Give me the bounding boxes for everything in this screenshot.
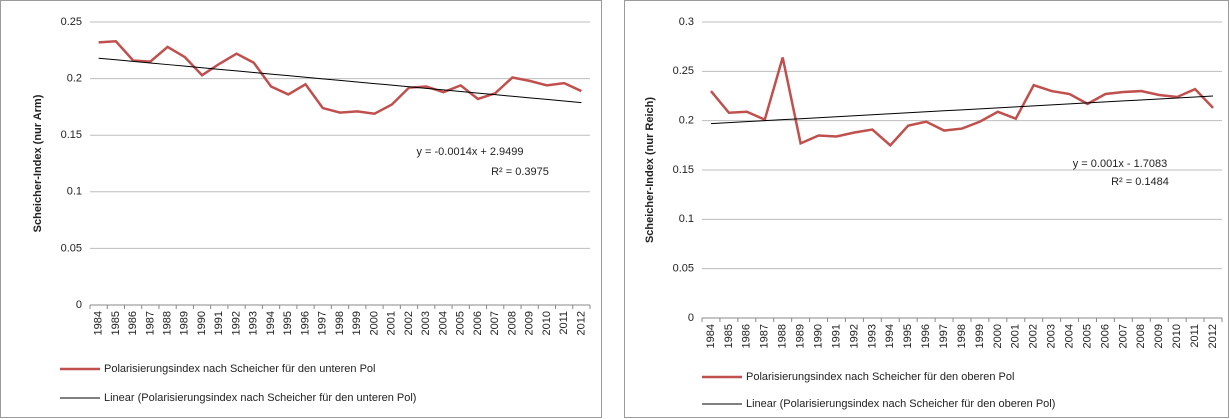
x-tick-label: 1988 [777, 324, 789, 348]
x-tick-label: 1999 [351, 311, 363, 335]
x-tick-label: 2000 [992, 324, 1004, 348]
x-tick-label: 1987 [759, 324, 771, 348]
x-tick-label: 2002 [403, 311, 415, 335]
x-tick-label: 2011 [558, 311, 570, 335]
y-tick-label: 0.05 [673, 263, 694, 275]
x-tick-label: 1988 [161, 311, 173, 335]
left-panel [0, 0, 602, 418]
y-tick-label: 0.1 [67, 186, 82, 198]
x-tick-label: 1985 [723, 324, 735, 348]
x-tick-label: 2008 [506, 311, 518, 335]
x-tick-label: 1990 [196, 311, 208, 335]
trend-annotation: R² = 0.3975 [491, 166, 549, 178]
y-tick-label: 0.25 [673, 65, 694, 77]
x-tick-label: 2001 [1010, 324, 1022, 348]
x-tick-label: 1984 [705, 324, 717, 348]
x-tick-label: 1985 [110, 311, 122, 335]
y-tick-label: 0.2 [679, 115, 694, 127]
data-line [710, 57, 1214, 148]
x-tick-label: 2010 [541, 311, 553, 335]
x-tick-label: 2010 [1171, 324, 1183, 348]
x-tick-label: 2007 [489, 311, 501, 335]
x-tick-label: 1996 [920, 324, 932, 348]
x-tick-label: 2005 [455, 311, 467, 335]
x-tick-label: 2002 [1028, 324, 1040, 348]
y-tick-label: 0.2 [67, 73, 82, 85]
x-tick-label: 2004 [437, 311, 449, 335]
x-tick-label: 1989 [179, 311, 191, 335]
x-tick-label: 2003 [420, 311, 432, 335]
trend-line [710, 95, 1214, 125]
y-tick-label: 0 [76, 299, 82, 311]
y-axis-title: Scheicher-Index (nur Arm) [32, 94, 44, 232]
x-tick-label: 1984 [93, 311, 105, 335]
x-tick-label: 2005 [1081, 324, 1093, 348]
trend-annotation: R² = 0.1484 [1111, 176, 1169, 188]
x-tick-label: 2011 [1189, 324, 1201, 348]
x-tick-label: 2006 [1099, 324, 1111, 348]
x-tick-label: 1996 [299, 311, 311, 335]
x-tick-label: 1986 [127, 311, 139, 335]
y-axis-title: Scheicher-Index (nur Reich) [644, 97, 656, 243]
x-tick-label: 2006 [472, 311, 484, 335]
data-line [98, 39, 582, 115]
y-tick-label: 0.15 [673, 164, 694, 176]
trend-annotation: y = -0.0014x + 2.9499 [416, 146, 523, 158]
x-tick-label: 1992 [230, 311, 242, 335]
x-tick-label: 1994 [265, 311, 277, 335]
x-tick-label: 1994 [884, 324, 896, 348]
x-tick-label: 1995 [902, 324, 914, 348]
x-tick-label: 1995 [282, 311, 294, 335]
x-tick-label: 2003 [1046, 324, 1058, 348]
x-tick-label: 1987 [144, 311, 156, 335]
x-tick-label: 1998 [956, 324, 968, 348]
x-tick-label: 2012 [1207, 324, 1219, 348]
x-tick-label: 2012 [575, 311, 587, 335]
legend-label: Polarisierungsindex nach Scheicher für d… [104, 363, 376, 375]
x-tick-label: 2001 [386, 311, 398, 335]
y-tick-label: 0.25 [61, 16, 82, 28]
y-tick-label: 0 [688, 312, 694, 324]
x-tick-label: 1993 [866, 324, 878, 348]
x-tick-label: 1991 [213, 311, 225, 335]
right-panel [624, 0, 1229, 418]
x-tick-label: 1991 [830, 324, 842, 348]
trend-line [98, 57, 582, 104]
x-tick-label: 1997 [317, 311, 329, 335]
x-tick-label: 1993 [248, 311, 260, 335]
x-tick-label: 2004 [1063, 324, 1075, 348]
x-tick-label: 1997 [938, 324, 950, 348]
x-tick-label: 1989 [795, 324, 807, 348]
x-tick-label: 1990 [812, 324, 824, 348]
y-tick-label: 0.1 [679, 213, 694, 225]
x-tick-label: 1986 [741, 324, 753, 348]
x-tick-label: 2009 [524, 311, 536, 335]
legend-label: Polarisierungsindex nach Scheicher für d… [746, 371, 1014, 383]
x-tick-label: 1999 [974, 324, 986, 348]
y-tick-label: 0.05 [61, 242, 82, 254]
x-tick-label: 2000 [368, 311, 380, 335]
legend-label: Linear (Polarisierungsindex nach Scheich… [746, 398, 1055, 410]
x-tick-label: 1998 [334, 311, 346, 335]
legend-label: Linear (Polarisierungsindex nach Scheich… [104, 392, 416, 404]
y-tick-label: 0.3 [679, 16, 694, 28]
trend-annotation: y = 0.001x - 1.7083 [1073, 158, 1167, 170]
x-tick-label: 2009 [1153, 324, 1165, 348]
x-tick-label: 2007 [1117, 324, 1129, 348]
x-tick-label: 1992 [848, 324, 860, 348]
y-tick-label: 0.15 [61, 129, 82, 141]
x-tick-label: 2008 [1135, 324, 1147, 348]
